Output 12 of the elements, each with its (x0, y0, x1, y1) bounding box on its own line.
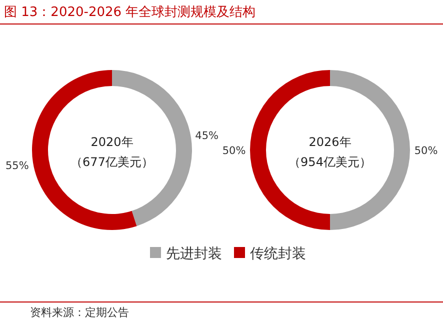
legend-label: 传统封装 (250, 246, 306, 262)
text: （954亿美元） (288, 155, 372, 169)
text: 2026年 (308, 135, 352, 149)
text: 资料来源：定期公告 (30, 306, 129, 319)
text: （677亿美元） (70, 155, 154, 169)
data-label: 50% (414, 145, 438, 157)
data-label: 50% (222, 145, 246, 157)
chart-title: 图 13：2020-2026 年全球封测规模及结构 (4, 5, 256, 20)
text: 2020年 (90, 135, 134, 149)
data-label: 55% (6, 160, 29, 172)
data-label: 45% (195, 130, 219, 142)
legend-label: 先进封装 (166, 246, 222, 262)
